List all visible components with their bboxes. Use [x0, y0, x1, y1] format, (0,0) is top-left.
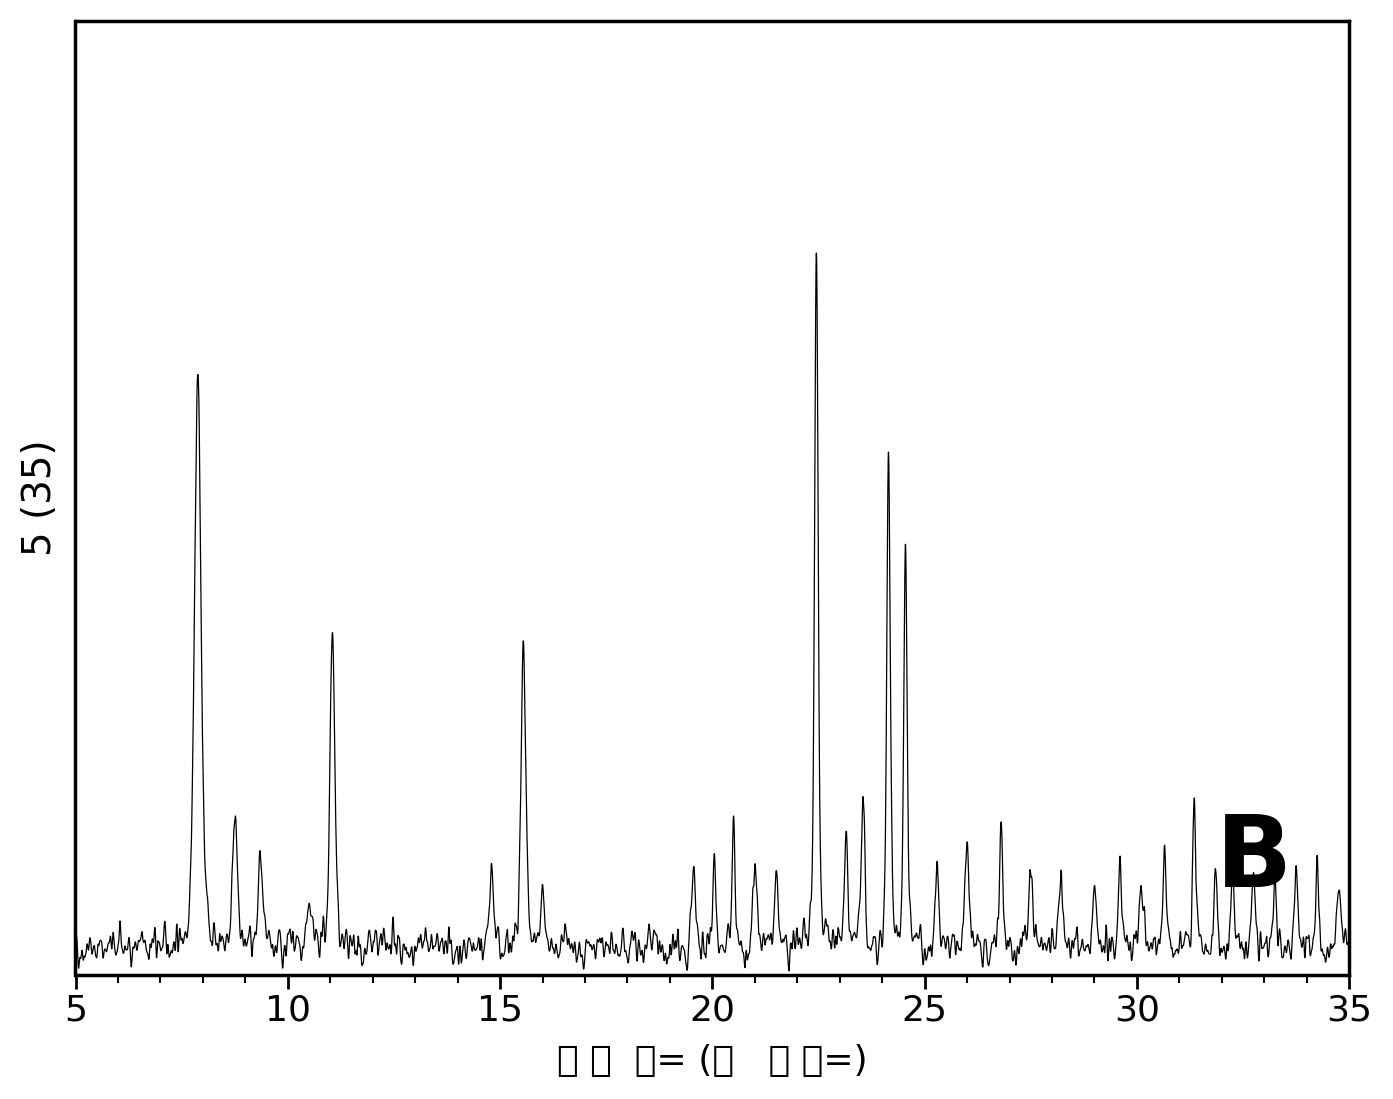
- X-axis label: 起 始  角= (终   止 角=): 起 始 角= (终 止 角=): [557, 1044, 868, 1078]
- Text: B: B: [1216, 811, 1291, 908]
- Y-axis label: 5 (35): 5 (35): [21, 440, 59, 556]
